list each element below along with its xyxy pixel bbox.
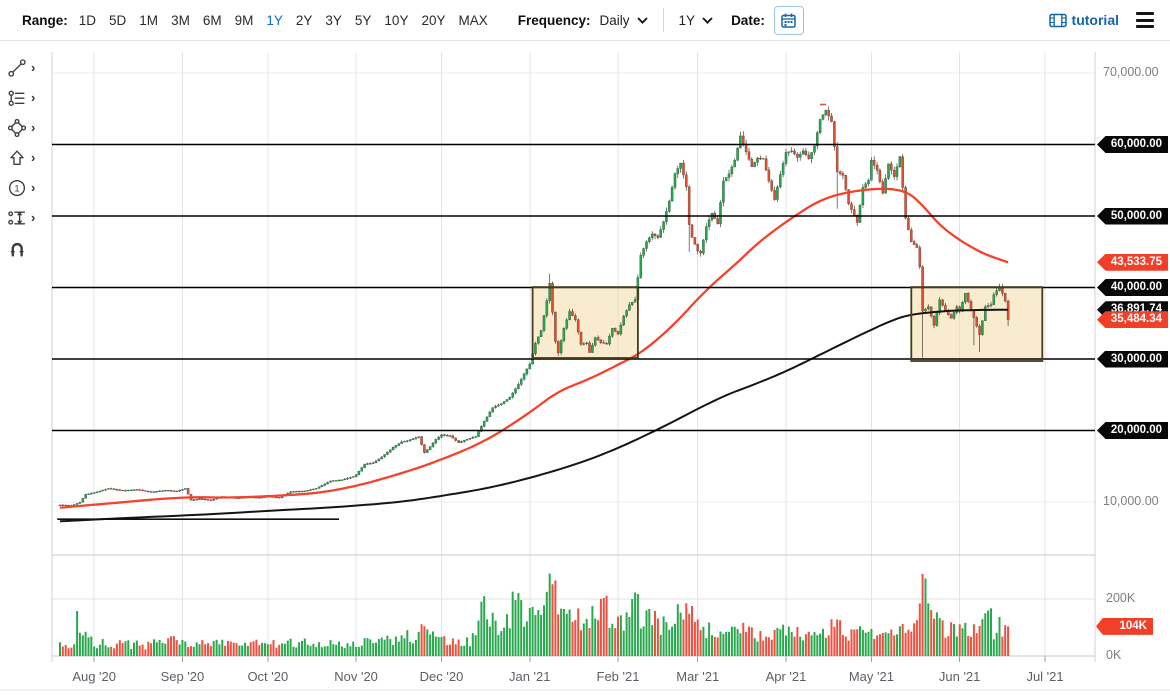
shape-tool-icon — [7, 118, 27, 137]
volume-axis-badge: 104K — [1096, 617, 1153, 635]
frequency-label: Frequency: — [517, 12, 591, 28]
x-axis-month-label: May '21 — [848, 669, 894, 684]
range-button-5y[interactable]: 5Y — [354, 12, 372, 28]
shape-tool[interactable]: › — [7, 117, 35, 138]
submenu-chevron-icon: › — [31, 180, 36, 195]
drawing-toolbar: › › › › 1 › › — [7, 57, 35, 258]
volume-series — [59, 573, 1010, 656]
x-axis-month-label: Jun '21 — [938, 669, 981, 684]
range-button-9m[interactable]: 9M — [234, 12, 254, 28]
ma-black-line — [59, 308, 1009, 523]
submenu-chevron-icon: › — [31, 60, 36, 75]
arrow-tool[interactable]: › — [7, 147, 35, 168]
menu-icon — [1136, 12, 1154, 16]
film-icon — [1048, 13, 1067, 27]
magnet-tool[interactable] — [7, 237, 35, 258]
chevron-down-icon — [702, 16, 713, 24]
submenu-chevron-icon: › — [31, 90, 36, 105]
price-chart-canvas[interactable] — [0, 40, 1170, 699]
x-axis-month-label: Dec '20 — [419, 669, 464, 684]
trendline-tool[interactable]: › — [7, 57, 35, 78]
calendar-icon — [781, 13, 797, 28]
range-button-2y[interactable]: 2Y — [295, 12, 313, 28]
arrow-tool-icon — [10, 149, 24, 165]
range-button-10y[interactable]: 10Y — [384, 12, 409, 28]
x-axis-month-label: Jan '21 — [508, 669, 551, 684]
ma-red-line — [59, 187, 1009, 509]
range-button-6m[interactable]: 6M — [202, 12, 222, 28]
duration-value: 1Y — [678, 12, 696, 28]
tutorial-link[interactable]: tutorial — [1048, 12, 1119, 28]
price-axis-badge: 60,000.00 — [1097, 136, 1168, 153]
frequency-dropdown[interactable]: Daily — [600, 13, 648, 28]
submenu-chevron-icon: › — [31, 120, 36, 135]
svg-text:1: 1 — [14, 183, 19, 194]
drawn-annotations[interactable] — [52, 103, 1095, 521]
duration-dropdown[interactable]: 1Y — [679, 13, 714, 28]
price-axis-badge: 20,000.00 — [1097, 422, 1168, 439]
date-label: Date: — [731, 12, 765, 28]
date-picker-button[interactable] — [773, 5, 804, 35]
price-axis-badge: 50,000.00 — [1097, 207, 1168, 225]
price-axis-badge: 40,000.00 — [1097, 279, 1168, 296]
x-axis-month-label: Aug '20 — [72, 669, 116, 684]
volume-axis-tick: 200K — [1106, 591, 1136, 605]
range-button-1m[interactable]: 1M — [139, 12, 159, 28]
gridlines — [0, 52, 1170, 691]
range-button-3y[interactable]: 3Y — [325, 12, 342, 28]
measure-tool-icon — [8, 210, 26, 225]
price-axis-badge: 30,000.00 — [1097, 350, 1168, 368]
range-button-20y[interactable]: 20Y — [421, 12, 446, 28]
trendline-tool-icon — [8, 58, 26, 77]
range-button-1y[interactable]: 1Y — [266, 12, 283, 28]
toolbar: Range: 1D 5D 1M 3M 6M 9M 1Y 2Y 3Y 5Y 10Y 20Y MAX Fre… — [0, 0, 1170, 41]
annotation-tool[interactable]: 1 › — [7, 177, 35, 198]
x-axis-month-label: Sep '20 — [160, 669, 205, 684]
fibonacci-tool-icon — [8, 90, 25, 106]
range-button-1d[interactable]: 1D — [78, 12, 97, 28]
magnet-tool-icon — [10, 242, 24, 257]
measure-tool[interactable]: › — [7, 207, 35, 228]
annotation-tool-icon: 1 — [8, 179, 26, 196]
price-axis-tick: 10,000.00 — [1103, 494, 1159, 508]
price-axis-badge: 43,533.75 — [1097, 253, 1168, 271]
x-axis-month-label: Jul '21 — [1026, 669, 1064, 684]
x-axis-month-label: Apr '21 — [765, 669, 807, 684]
range-selector: 1D 5D 1M 3M 6M 9M 1Y 2Y 3Y 5Y 10Y 20Y MAX — [79, 13, 488, 28]
volume-axis-tick: 0K — [1106, 648, 1122, 662]
menu-button[interactable] — [1134, 10, 1156, 29]
x-axis-month-label: Feb '21 — [596, 669, 640, 684]
range-button-3m[interactable]: 3M — [171, 12, 190, 28]
submenu-chevron-icon: › — [31, 150, 36, 165]
x-axis-month-label: Nov '20 — [334, 669, 378, 684]
toolbar-divider — [662, 8, 664, 32]
x-axis-month-label: Mar '21 — [676, 669, 720, 684]
x-axis-month-label: Oct '20 — [247, 669, 289, 684]
range-button-5d[interactable]: 5D — [109, 12, 127, 28]
tutorial-label: tutorial — [1071, 12, 1119, 28]
chevron-down-icon — [636, 16, 648, 24]
range-button-max[interactable]: MAX — [458, 12, 488, 28]
price-axis-tick: 70,000.00 — [1103, 65, 1159, 79]
submenu-chevron-icon: › — [31, 210, 36, 225]
price-axis-badge: 35,484.34 — [1097, 311, 1168, 329]
fibonacci-tool[interactable]: › — [7, 87, 35, 108]
range-label: Range: — [22, 12, 68, 28]
frequency-value: Daily — [599, 12, 630, 28]
